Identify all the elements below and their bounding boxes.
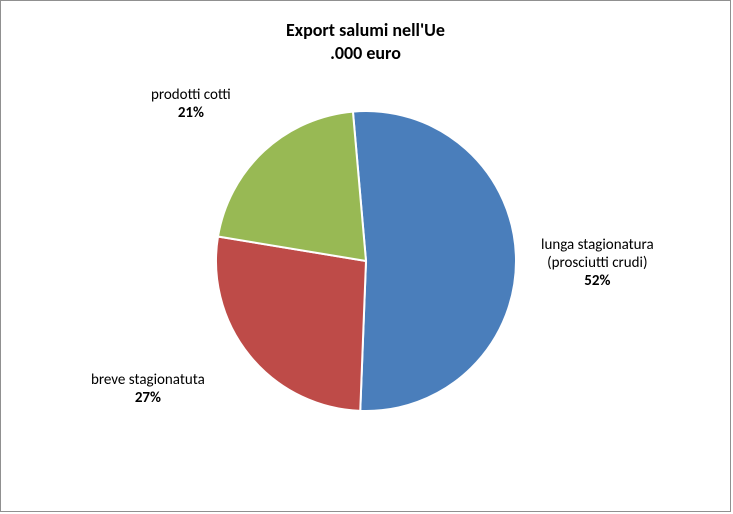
slice-label-lunga: lunga stagionatura (prosciutti crudi) 52…: [541, 236, 654, 290]
slice-name: lunga stagionatura: [541, 236, 654, 254]
slice-name: prodotti cotti: [151, 86, 231, 104]
pie-svg: [216, 111, 516, 411]
title-line-1: Export salumi nell'Ue: [286, 19, 445, 41]
slice-percent: 52%: [541, 272, 654, 290]
chart-title: Export salumi nell'Ue .000 euro: [1, 19, 730, 64]
pie-slice-lunga: [353, 111, 516, 411]
title-line-2: .000 euro: [330, 42, 401, 64]
slice-percent: 27%: [91, 389, 205, 407]
slice-name: breve stagionatuta: [91, 371, 205, 389]
pie-slice-breve: [216, 237, 366, 411]
slice-name-2: (prosciutti crudi): [541, 254, 654, 272]
pie-chart: [216, 111, 516, 411]
slice-label-breve: breve stagionatuta 27%: [91, 371, 205, 407]
pie-slice-cotti: [218, 112, 366, 261]
slice-label-cotti: prodotti cotti 21%: [151, 86, 231, 122]
slice-percent: 21%: [151, 104, 231, 122]
chart-container: Export salumi nell'Ue .000 euro lunga st…: [0, 0, 731, 512]
